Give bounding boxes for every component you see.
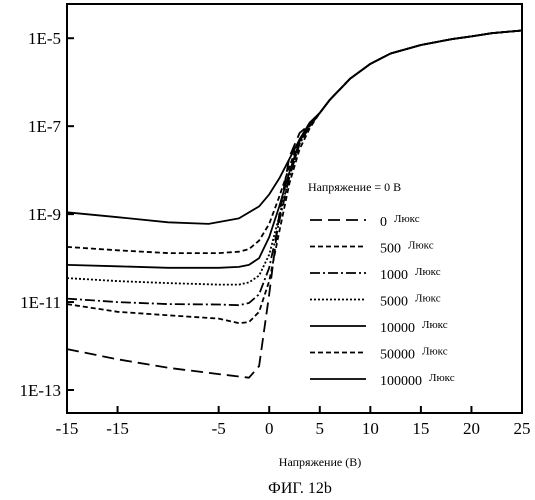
x-tick-label: 10 [362,419,379,438]
y-tick-label: 1E-7 [28,117,62,136]
legend-unit-label: Люкс [422,346,448,358]
legend-unit-label: Люкс [429,372,455,384]
x-tick-label: 25 [514,419,531,438]
x-tick-label: 20 [463,419,480,438]
figure-caption: ФИГ. 12b [268,480,332,497]
legend-value-label: 10000 [380,321,415,336]
legend-value-label: 5000 [380,295,408,310]
x-tick-label: 0 [265,419,274,438]
series-line-100000 [67,31,522,224]
y-tick-label: 1E-13 [19,381,61,400]
legend: Напряжение = 0 В 0 Люкс 500 Люкс 1000 Люкс 500… [308,180,455,389]
x-tick-label: -15 [106,419,129,438]
legend-unit-label: Люкс [408,240,434,252]
y-tick-label: 1E-11 [20,293,61,312]
plot-border [67,4,522,413]
series-line-0 [67,31,522,378]
legend-value-label: 500 [380,242,401,257]
series-layer [67,31,522,378]
series-line-500 [67,31,522,324]
legend-unit-label: Люкс [415,266,441,278]
x-axis-title: Напряжение (В) [279,455,361,469]
x-tick-label: 5 [316,419,325,438]
legend-unit-label: Люкс [394,213,420,225]
x-tick-label: 15 [412,419,429,438]
legend-unit-label: Люкс [422,319,448,331]
legend-value-label: 1000 [380,268,408,283]
legend-title: Напряжение = 0 В [308,180,401,194]
legend-unit-label: Люкс [415,293,441,305]
x-tick-label: -15 [56,419,79,438]
legend-value-label: 100000 [380,374,422,389]
plot-frame [67,4,522,413]
legend-value-label: 0 [380,215,387,230]
y-tick-label: 1E-5 [28,29,61,48]
x-tick-label: -5 [212,419,226,438]
legend-value-label: 50000 [380,348,415,363]
y-tick-label: 1E-9 [28,205,61,224]
